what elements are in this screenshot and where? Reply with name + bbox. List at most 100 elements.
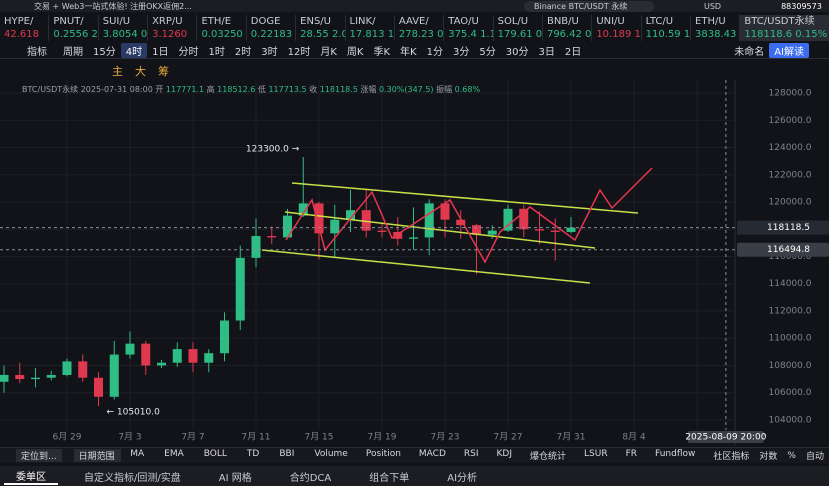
draw-tool[interactable]: 大 xyxy=(135,65,146,78)
indicator-button[interactable]: TD xyxy=(246,449,260,459)
y-tick-label: 112000.0 xyxy=(769,306,812,316)
candle-body xyxy=(519,208,529,230)
search[interactable]: Binance BTC/USDT 永续 xyxy=(524,0,654,12)
indicator-button[interactable]: FR xyxy=(625,449,638,459)
ticker[interactable]: ENS/U28.55 2.0 xyxy=(296,15,346,41)
ticker[interactable]: PNUT/0.2556 2 xyxy=(49,15,99,41)
candle-body xyxy=(314,203,324,234)
ticker[interactable]: LTC/U 110.59 1 xyxy=(642,15,692,41)
indicator-button[interactable]: BBI xyxy=(279,449,295,459)
ticker[interactable]: UNI/U 10.189 1 xyxy=(592,15,642,41)
legend-label: 振幅 xyxy=(436,84,453,94)
y-tick-label: 108000.0 xyxy=(769,361,812,371)
ticker[interactable]: XRP/U 3.1260 xyxy=(148,15,198,41)
ticker-quote: 796.42 0 xyxy=(547,28,591,41)
legend-time: 2025-07-31 08:00 xyxy=(80,84,153,94)
footer-tab[interactable]: 委单区 xyxy=(4,468,58,485)
locate-button[interactable]: 定位到... xyxy=(16,449,62,462)
indicator-button[interactable]: MA xyxy=(130,449,145,459)
ticker[interactable]: SUI/U 3.8054 0 xyxy=(99,15,149,41)
interval-button[interactable]: 月K xyxy=(320,47,337,58)
ticker-quote: 0.2556 2 xyxy=(53,28,97,41)
footer-tab[interactable]: 自定义指标/回测/实盘 xyxy=(84,472,181,484)
interval-button[interactable]: 30分 xyxy=(505,47,529,58)
candle-body xyxy=(330,219,340,234)
period-button[interactable]: 周期 xyxy=(63,47,83,58)
indicator-button[interactable]: Volume xyxy=(314,449,348,459)
indicator-button[interactable]: MACD xyxy=(418,449,446,459)
indicator-button[interactable]: EMA xyxy=(164,449,184,459)
candle-body xyxy=(157,362,166,366)
ticker[interactable]: ETH/U 3838.43 xyxy=(691,15,741,41)
interval-button[interactable]: 12时 xyxy=(287,47,311,58)
ticker-quote: 0.22183 xyxy=(251,28,295,41)
candle-body xyxy=(472,225,481,235)
interval-button[interactable]: 1时 xyxy=(208,47,225,58)
interval-button[interactable]: 4时 xyxy=(120,43,148,58)
channel-upper[interactable] xyxy=(291,182,639,214)
candle-body xyxy=(456,219,466,226)
log-toggle[interactable]: 对数 xyxy=(759,452,778,462)
ticker[interactable]: AAVE/278.23 0 xyxy=(395,15,445,41)
ticker[interactable]: ETH/E 0.03250 xyxy=(197,15,247,41)
tab-title[interactable]: 交易 + Web3一站式体验! 注册OKX返佣2... xyxy=(34,1,192,11)
candle-body xyxy=(220,320,229,354)
ticker[interactable]: HYPE/42.618 xyxy=(0,15,50,41)
footer-tab[interactable]: 合约DCA xyxy=(289,472,332,484)
channel-middle[interactable] xyxy=(284,211,596,249)
ticker-quote: 110.59 1 xyxy=(646,28,690,41)
interval-button[interactable]: 周K xyxy=(346,47,364,58)
interval-button[interactable]: 1分 xyxy=(426,47,443,58)
indicator-button[interactable]: KDJ xyxy=(496,449,513,459)
interval-button[interactable]: 1日 xyxy=(152,47,169,58)
channel-lower[interactable] xyxy=(261,249,591,284)
interval-button[interactable]: 年K xyxy=(400,47,417,58)
footer-tab[interactable]: AI 网格 xyxy=(218,472,252,484)
indicator-button[interactable]: 指标 xyxy=(27,47,47,58)
y-tick-label: 124000.0 xyxy=(769,143,812,153)
layout-name[interactable]: 未命名 xyxy=(734,47,765,58)
ticker-price: 17.813 xyxy=(349,29,385,40)
account[interactable]: 88309573 xyxy=(781,1,822,11)
interval-button[interactable]: 3日 xyxy=(538,47,555,58)
indicator-button[interactable]: Position xyxy=(365,449,401,459)
interval-button[interactable]: 3分 xyxy=(452,47,470,58)
interval-button[interactable]: 季K xyxy=(373,47,391,58)
ticker-quote: 42.618 xyxy=(4,28,48,41)
community-button[interactable]: 社区指标 xyxy=(713,452,750,462)
ticker-quote: 0.03250 xyxy=(201,28,245,41)
indicator-button[interactable]: RSI xyxy=(463,449,479,459)
ai-button[interactable]: AI解读 xyxy=(769,43,809,58)
legend-label: 低 xyxy=(257,84,266,94)
range-button[interactable]: 日期范围 xyxy=(73,449,122,462)
footer-tab[interactable]: AI分析 xyxy=(447,472,478,484)
interval-button[interactable]: 2时 xyxy=(234,47,252,58)
interval-button[interactable]: 3时 xyxy=(261,47,278,58)
auto-toggle[interactable]: 自动 xyxy=(805,452,824,462)
indicator-button[interactable]: LSUR xyxy=(584,449,608,459)
currency[interactable]: USD xyxy=(704,1,722,11)
y-tick-label: 126000.0 xyxy=(769,116,812,126)
pct-toggle[interactable]: % xyxy=(787,450,796,461)
ticker[interactable]: LINK/17.813 1 xyxy=(346,15,395,41)
indicator-button[interactable]: Fundflow xyxy=(655,449,696,459)
ticker[interactable]: DOGE 0.22183 xyxy=(247,15,297,41)
interval-button[interactable]: 5分 xyxy=(479,47,496,58)
indicator-button[interactable]: BOLL xyxy=(203,449,227,459)
draw-tool[interactable]: 主 xyxy=(112,65,123,78)
ticker[interactable]: SOL/U 179.61 0 xyxy=(494,15,543,41)
draw-tool[interactable]: 筹 xyxy=(158,65,169,78)
interval-button[interactable]: 15分 xyxy=(93,47,116,58)
footer-tab[interactable]: 组合下单 xyxy=(369,472,410,484)
crosshair-time-tag xyxy=(687,431,764,443)
indicator-button[interactable]: 爆仓统计 xyxy=(530,452,567,462)
ticker-price: 118118.6 xyxy=(744,29,793,40)
interval-button[interactable]: 分时 xyxy=(178,47,199,58)
ticker[interactable]: BTC/USDT永续 118118.6 0.15% xyxy=(740,15,829,41)
interval-button[interactable]: 2日 xyxy=(564,47,582,58)
ticker-quote: 10.189 1 xyxy=(596,28,640,41)
ticker[interactable]: BNB/U 796.42 0 xyxy=(543,15,593,41)
